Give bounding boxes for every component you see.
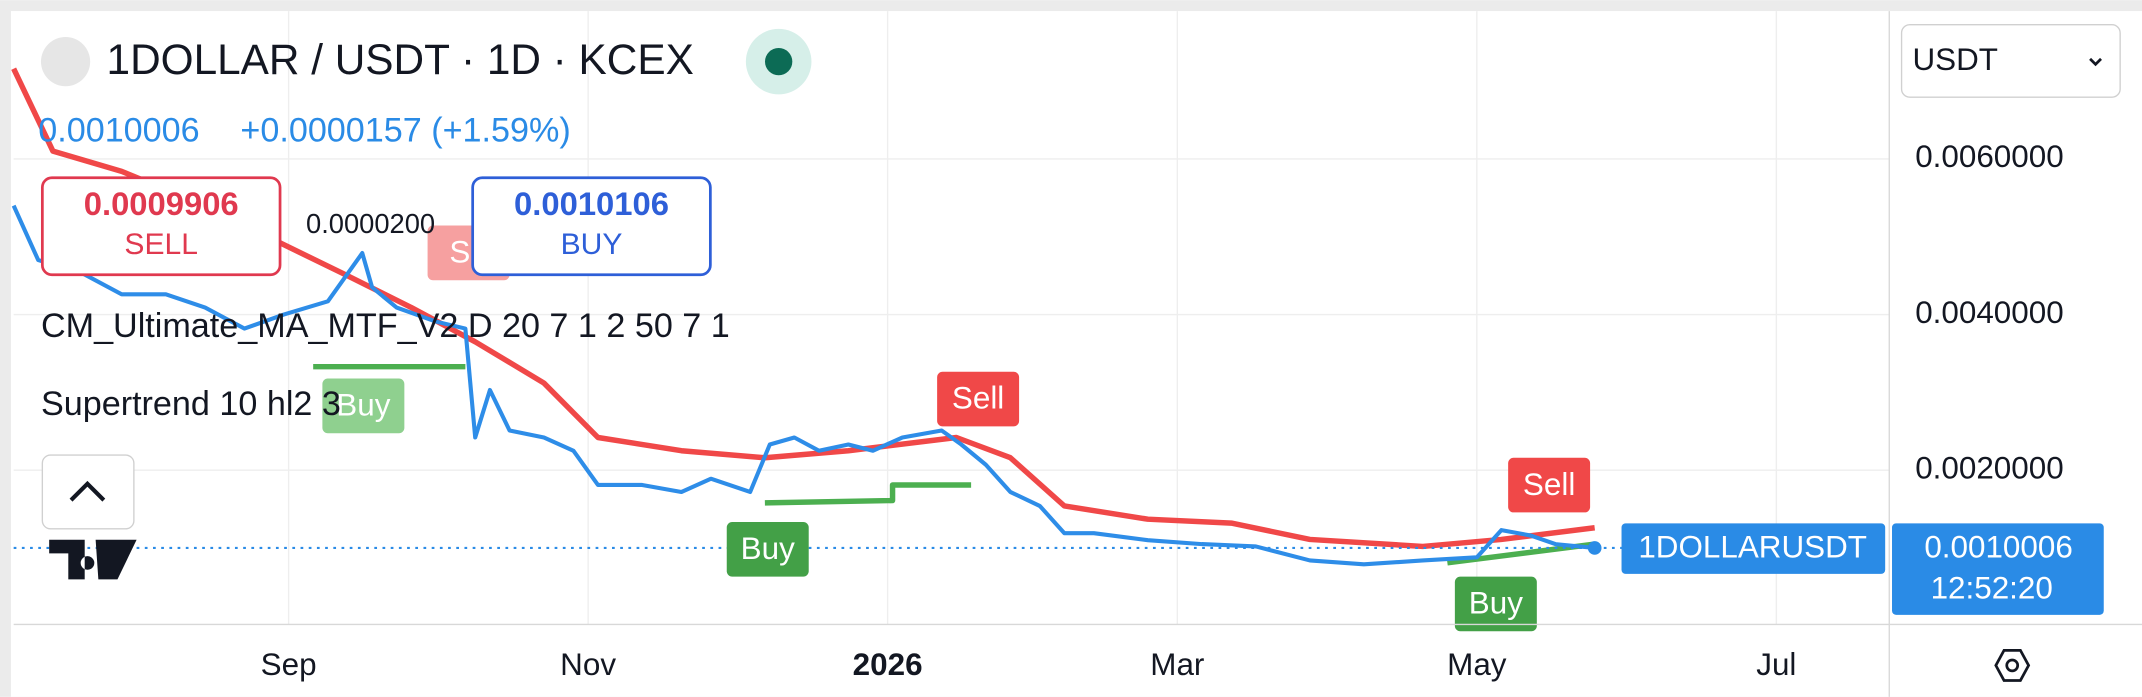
sell-box[interactable] <box>40 176 282 277</box>
symbol-tag-text: 1DOLLARUSDT <box>1638 530 1867 565</box>
signal-marker <box>1508 457 1591 513</box>
currency-select[interactable] <box>1900 24 2121 98</box>
symbol-title: 1DOLLAR / USDT · 1D · KCEX <box>107 36 694 83</box>
y-tick-label: 0.0040000 <box>1915 295 2063 330</box>
logo <box>49 539 137 580</box>
y-tick-label: 0.0060000 <box>1915 139 2063 174</box>
buy-label[interactable]: BUY <box>561 228 623 261</box>
chart-background <box>10 11 2142 697</box>
y-tick-label: 0.0020000 <box>1915 450 2063 485</box>
price: 0.0010006 <box>38 112 199 150</box>
indicator-label[interactable]: Supertrend 10 hl2 3 <box>41 385 341 423</box>
signal-label: Sell <box>952 381 1004 416</box>
price-tag <box>1892 523 2104 615</box>
price-tag-value: 0.0010006 <box>1924 530 2072 565</box>
signal-marker <box>322 378 405 434</box>
signal-label: Buy <box>1469 586 1523 621</box>
signal-label: Sell <box>1523 467 1575 502</box>
symbol-tag <box>1621 523 1886 574</box>
dropdown-icon[interactable] <box>2089 57 2102 67</box>
series-line <box>11 204 1595 567</box>
x-tick-label: Sep <box>261 647 317 682</box>
x-tick-label: May <box>1447 647 1507 682</box>
sell-label[interactable]: SELL <box>124 228 198 261</box>
symbol-icon <box>40 37 91 87</box>
signal-marker <box>726 521 809 577</box>
x-tick-label: Mar <box>1150 647 1204 682</box>
last-point <box>1587 541 1602 555</box>
collapse-button[interactable] <box>41 454 135 530</box>
status-dot <box>765 47 793 76</box>
buy-price[interactable]: 0.0010106 <box>514 185 669 222</box>
signal-marker <box>1454 576 1537 632</box>
buy-box[interactable] <box>471 176 712 277</box>
collapse-icon[interactable] <box>69 480 106 502</box>
spread: 0.0000200 <box>306 208 435 239</box>
sell-button[interactable]: 0.0009906 SELL <box>40 176 282 277</box>
x-tick-label: Nov <box>560 647 616 682</box>
x-tick-label: 2026 <box>853 647 923 682</box>
x-tick-label: Jul <box>1756 647 1796 682</box>
currency[interactable]: USDT <box>1912 42 1998 77</box>
signal-label: Buy <box>741 531 795 566</box>
sell-price[interactable]: 0.0009906 <box>84 185 239 222</box>
price-labels: 1DOLLARUSDT 0.0010006 12:52:20 <box>1621 523 2104 615</box>
indicator-label[interactable]: CM_Ultimate_MA_MTF_V2 D 20 7 1 2 50 7 1 <box>41 307 730 345</box>
price-change: +0.0000157 (+1.59%) <box>240 112 570 150</box>
buy-button[interactable]: 0.0010106 BUY <box>471 176 712 277</box>
countdown: 12:52:20 <box>1931 571 2053 606</box>
settings-icon[interactable] <box>2005 658 2020 673</box>
settings-icon[interactable] <box>1994 649 2031 682</box>
signal-label: Buy <box>336 388 390 423</box>
signal-marker <box>937 371 1020 427</box>
